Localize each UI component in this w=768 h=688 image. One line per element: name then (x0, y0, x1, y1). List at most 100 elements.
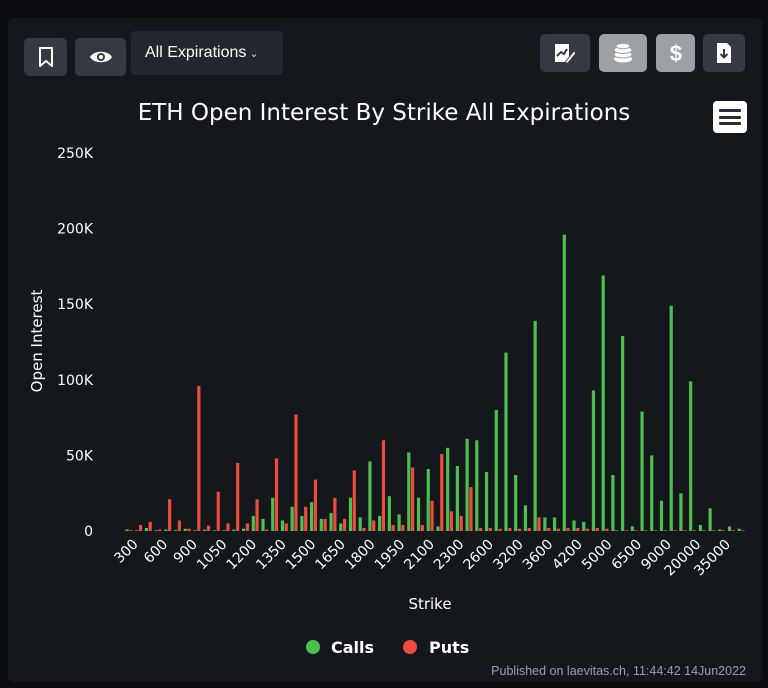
call-bar[interactable] (514, 475, 518, 531)
call-bar[interactable] (271, 497, 275, 531)
call-bar[interactable] (378, 515, 382, 531)
call-bar[interactable] (426, 469, 430, 531)
put-bar[interactable] (498, 528, 502, 531)
call-bar[interactable] (552, 517, 557, 531)
download-button[interactable] (703, 34, 745, 72)
call-bar[interactable] (737, 528, 741, 531)
put-bar[interactable] (138, 524, 143, 531)
put-bar[interactable] (556, 528, 560, 531)
call-bar[interactable] (630, 526, 634, 531)
put-bar[interactable] (634, 530, 638, 531)
call-bar[interactable] (319, 518, 323, 531)
call-bar[interactable] (232, 529, 236, 531)
put-bar[interactable] (294, 414, 298, 531)
call-bar[interactable] (679, 493, 683, 531)
call-bar[interactable] (203, 529, 207, 531)
put-bar[interactable] (712, 530, 716, 531)
put-bar[interactable] (187, 528, 191, 531)
put-bar[interactable] (488, 527, 492, 531)
put-bar[interactable] (177, 520, 181, 531)
call-bar[interactable] (212, 530, 217, 531)
call-bar[interactable] (416, 497, 421, 531)
put-bar[interactable] (673, 530, 677, 531)
call-bar[interactable] (611, 475, 615, 531)
call-bar[interactable] (494, 410, 498, 531)
call-bar[interactable] (125, 529, 129, 531)
call-bar[interactable] (446, 447, 450, 531)
put-bar[interactable] (430, 500, 434, 531)
call-bar[interactable] (261, 518, 265, 531)
put-bar[interactable] (624, 530, 629, 531)
put-bar[interactable] (333, 497, 337, 531)
call-bar[interactable] (562, 234, 566, 531)
put-bar[interactable] (517, 528, 522, 531)
put-bar[interactable] (284, 523, 288, 531)
call-bar[interactable] (339, 523, 343, 531)
coins-button[interactable] (599, 34, 647, 72)
chart-menu-button[interactable] (713, 101, 747, 133)
put-bar[interactable] (158, 529, 162, 531)
put-bar[interactable] (197, 385, 201, 531)
put-bar[interactable] (411, 467, 415, 532)
call-bar[interactable] (465, 438, 469, 531)
call-bar[interactable] (348, 497, 353, 531)
call-bar[interactable] (222, 530, 226, 531)
call-bar[interactable] (543, 517, 547, 531)
call-bar[interactable] (387, 496, 391, 531)
call-bar[interactable] (669, 305, 673, 531)
put-bar[interactable] (585, 528, 590, 531)
call-bar[interactable] (689, 381, 693, 531)
call-bar[interactable] (504, 352, 508, 531)
legend-puts-label[interactable]: Puts (429, 638, 469, 657)
put-bar[interactable] (683, 530, 687, 531)
put-bar[interactable] (722, 530, 726, 531)
put-bar[interactable] (236, 462, 240, 531)
call-bar[interactable] (154, 530, 158, 531)
put-bar[interactable] (129, 530, 133, 531)
put-bar[interactable] (644, 530, 648, 531)
put-bar[interactable] (692, 530, 697, 531)
call-bar[interactable] (621, 335, 625, 531)
put-bar[interactable] (391, 524, 395, 531)
put-bar[interactable] (255, 499, 259, 531)
call-bar[interactable] (300, 515, 304, 531)
put-bar[interactable] (615, 530, 619, 531)
call-bar[interactable] (183, 528, 187, 531)
put-bar[interactable] (226, 523, 230, 531)
put-bar[interactable] (265, 529, 269, 531)
legend-calls-label[interactable]: Calls (331, 638, 374, 657)
put-bar[interactable] (576, 527, 580, 531)
put-bar[interactable] (741, 530, 745, 531)
put-bar[interactable] (313, 479, 318, 531)
put-bar[interactable] (605, 528, 609, 531)
put-bar[interactable] (381, 440, 386, 531)
call-bar[interactable] (241, 528, 246, 531)
expirations-dropdown[interactable]: All Expirations ⌄ (131, 31, 283, 75)
put-bar[interactable] (274, 458, 279, 531)
call-bar[interactable] (144, 527, 148, 531)
put-bar[interactable] (479, 527, 483, 531)
visibility-button[interactable] (75, 38, 126, 76)
call-bar[interactable] (290, 506, 294, 531)
put-bar[interactable] (372, 520, 376, 531)
put-bar[interactable] (148, 521, 152, 531)
put-bar[interactable] (508, 527, 512, 531)
call-bar[interactable] (251, 515, 255, 531)
call-bar[interactable] (310, 502, 314, 531)
put-bar[interactable] (304, 506, 308, 531)
put-bar[interactable] (595, 527, 599, 531)
put-bar[interactable] (216, 491, 220, 531)
call-bar[interactable] (591, 390, 596, 531)
call-bar[interactable] (164, 529, 168, 531)
call-bar[interactable] (484, 472, 489, 531)
call-bar[interactable] (407, 452, 411, 531)
call-bar[interactable] (727, 526, 732, 531)
put-bar[interactable] (206, 525, 211, 531)
put-bar[interactable] (459, 515, 463, 531)
put-bar[interactable] (449, 511, 454, 531)
put-bar[interactable] (469, 487, 473, 531)
call-bar[interactable] (659, 500, 664, 531)
call-bar[interactable] (523, 505, 528, 531)
put-bar[interactable] (420, 524, 424, 531)
call-bar[interactable] (601, 275, 605, 531)
